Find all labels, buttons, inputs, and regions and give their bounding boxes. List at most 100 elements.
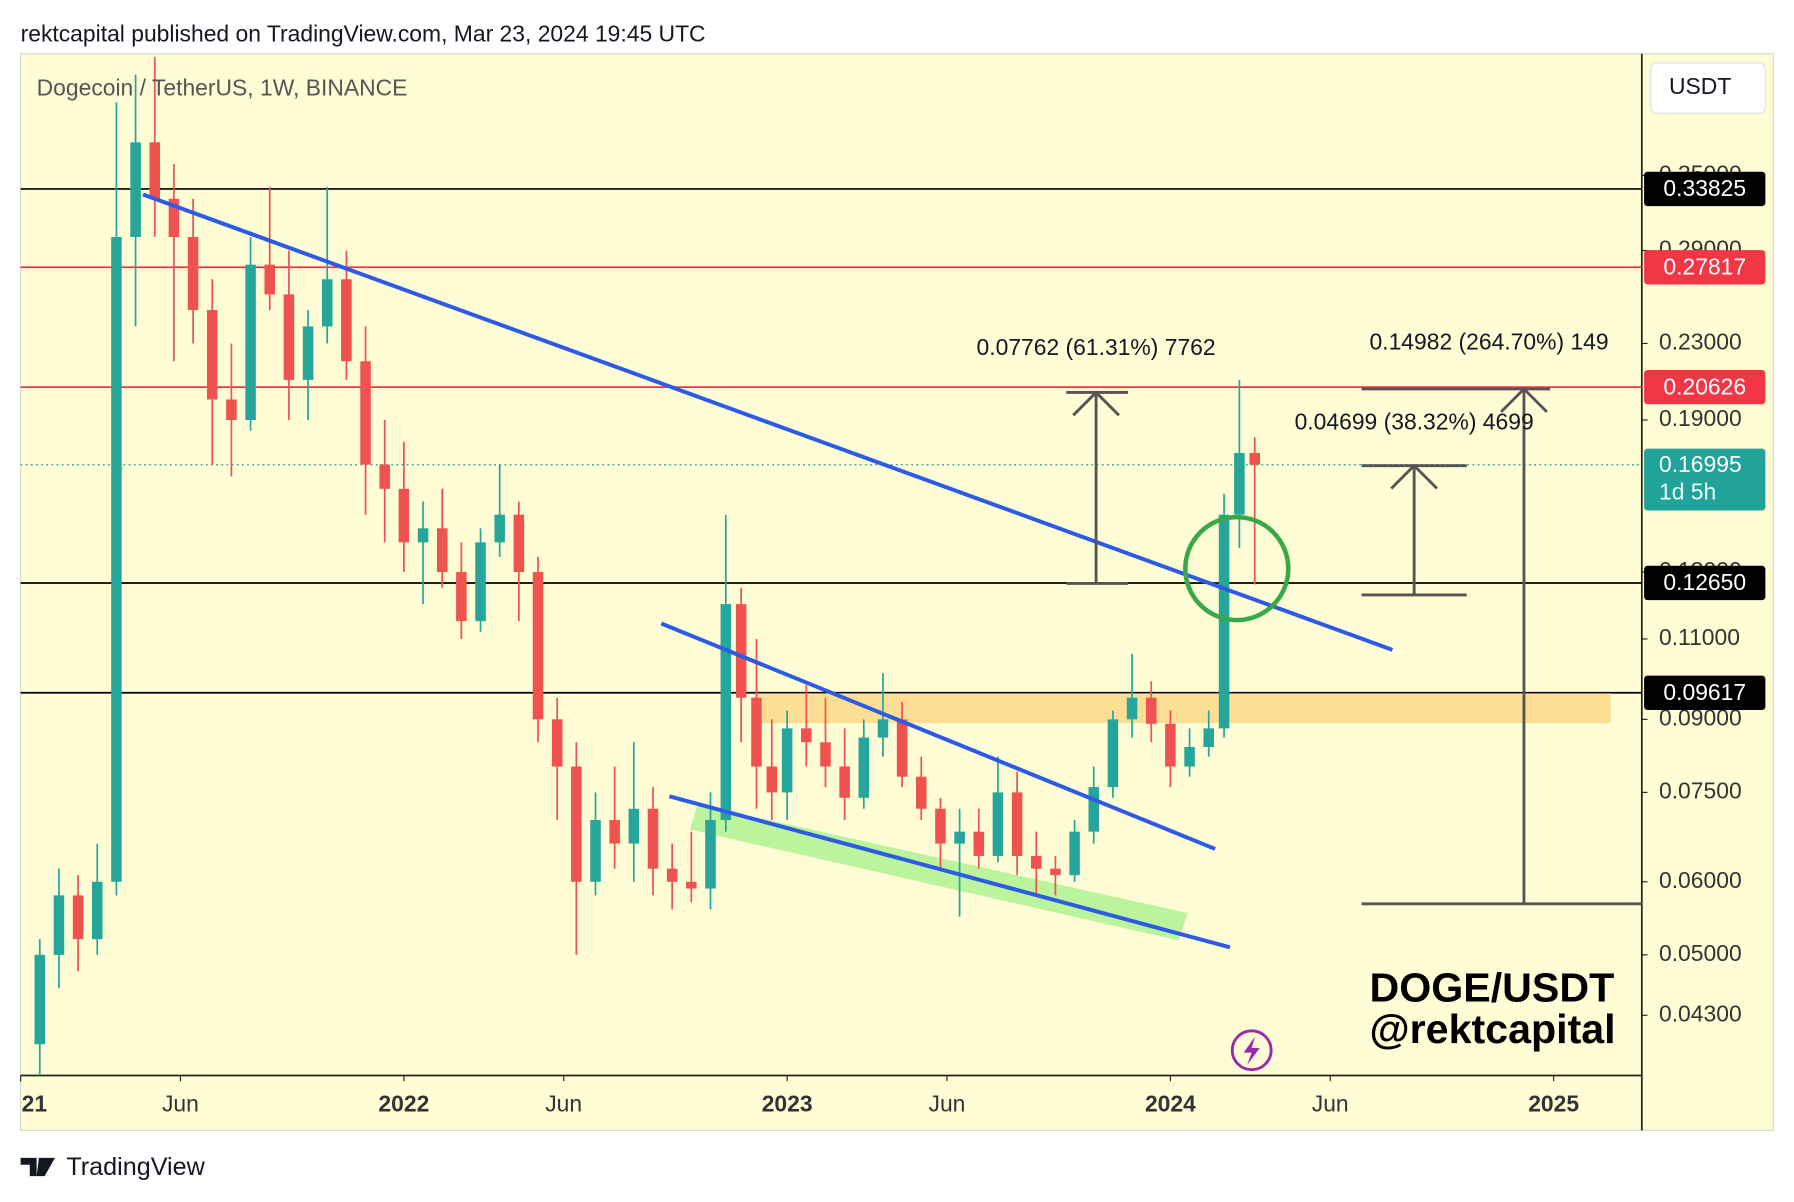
price-axis: 0.350000.290000.230000.190000.130000.110… xyxy=(1641,160,1742,1026)
candle-body xyxy=(206,310,218,400)
candle-body xyxy=(896,719,908,777)
candle-body xyxy=(954,831,965,844)
x-tick-label: Jun xyxy=(162,1090,199,1116)
last-price-label: 0.16995 xyxy=(1659,451,1742,477)
candle-body xyxy=(858,737,870,798)
highlight-circle xyxy=(1183,514,1291,623)
candle-body xyxy=(1050,868,1061,876)
candle-body xyxy=(590,820,601,882)
level-label: 0.27817 xyxy=(1663,253,1746,279)
watermark: DOGE/USDT xyxy=(1370,965,1615,1011)
level-label: 0.20626 xyxy=(1663,373,1746,399)
candle-body xyxy=(341,279,352,362)
chart-title: Dogecoin / TetherUS, 1W, BINANCE xyxy=(37,74,408,100)
y-tick-label: 0.05000 xyxy=(1659,940,1742,966)
y-tick-label: 0.11000 xyxy=(1659,624,1740,650)
candle-body xyxy=(72,895,84,940)
candle-body xyxy=(1107,719,1119,788)
measure-arrowhead xyxy=(1072,390,1120,417)
event-icon[interactable] xyxy=(1230,1029,1273,1072)
candle-body xyxy=(751,697,762,767)
level-label-box xyxy=(1644,675,1766,710)
candle-body xyxy=(1011,792,1023,856)
time-axis: 21 Jun 2022 Jun 2023 Jun 2024 Jun 2025 xyxy=(20,1075,1579,1116)
event-icon-bolt xyxy=(1243,1036,1260,1066)
header: rektcapital published on TradingView.com… xyxy=(21,21,706,47)
y-tick-label: 0.04300 xyxy=(1659,1000,1742,1026)
candle-body xyxy=(149,142,161,199)
plot-background xyxy=(20,53,1774,1131)
candle-body xyxy=(1203,728,1214,747)
measure-arrowhead xyxy=(1390,463,1439,490)
candle-body xyxy=(820,742,831,767)
candle-body xyxy=(839,766,850,798)
y-tick-label: 0.19000 xyxy=(1659,405,1742,431)
candle-body xyxy=(877,719,889,738)
candle-body xyxy=(264,264,276,295)
candle-body xyxy=(916,776,927,809)
candle-body xyxy=(532,572,544,720)
level-label: 0.33825 xyxy=(1663,175,1746,201)
candle-body xyxy=(91,881,103,940)
level-label-box xyxy=(1644,171,1766,207)
x-tick-label: Jun xyxy=(545,1090,582,1116)
x-tick-label: Jun xyxy=(1312,1090,1349,1116)
candle-body xyxy=(379,464,390,489)
x-tick-label: 2022 xyxy=(378,1090,429,1116)
candle-body xyxy=(436,528,448,573)
y-tick-label: 0.06000 xyxy=(1659,867,1742,893)
candle-body xyxy=(1218,514,1230,729)
candle-body xyxy=(494,514,505,543)
candle-body xyxy=(801,728,812,743)
candle-body xyxy=(686,881,697,889)
currency-button[interactable] xyxy=(1650,62,1766,114)
y-tick-label: 0.07500 xyxy=(1659,777,1742,803)
candle-body xyxy=(456,572,467,622)
candle-body xyxy=(720,604,732,821)
candle-body xyxy=(973,831,985,856)
x-tick-label: 2025 xyxy=(1528,1090,1579,1116)
candle-body xyxy=(935,808,946,844)
level-label: 0.09617 xyxy=(1663,679,1746,705)
candle-body xyxy=(475,542,486,622)
candle-body xyxy=(130,142,141,238)
trendline xyxy=(668,794,1231,950)
level-label: 0.12650 xyxy=(1663,569,1746,595)
candle-body xyxy=(1126,697,1138,720)
watermark: @rektcapital xyxy=(1370,1006,1616,1052)
candle-body xyxy=(705,820,716,889)
candle-body xyxy=(245,264,256,421)
candle-body xyxy=(609,820,620,844)
candle-body xyxy=(992,792,1004,856)
x-tick-label: 2024 xyxy=(1145,1090,1196,1116)
demand-band xyxy=(689,804,1188,941)
candle-body xyxy=(1030,855,1042,869)
candle-body xyxy=(1088,787,1100,832)
candle-body xyxy=(571,766,582,882)
candle-body xyxy=(283,294,295,380)
candle-body xyxy=(1234,452,1245,515)
candles xyxy=(34,57,1260,1076)
candle-body xyxy=(1184,746,1195,767)
level-labels: 0.33825 0.27817 0.20626 0.12650 0.09617 0.169… xyxy=(1644,171,1766,710)
candle-body xyxy=(302,326,314,380)
candle-body xyxy=(168,198,180,238)
candle-body xyxy=(417,528,429,543)
candle-body xyxy=(398,488,410,543)
last-price-box xyxy=(1644,448,1766,511)
candle-body xyxy=(1145,697,1157,724)
candle-body xyxy=(111,237,122,882)
candle-body xyxy=(781,728,793,793)
trendline xyxy=(660,621,1216,851)
countdown-label: 1d 5h xyxy=(1659,478,1716,504)
candle-body xyxy=(766,766,778,793)
level-label-box xyxy=(1644,369,1766,405)
candle-body xyxy=(321,279,333,327)
candle-body xyxy=(226,399,237,421)
brand: TradingView xyxy=(66,1153,205,1181)
level-label-box xyxy=(1644,250,1766,285)
candle-body xyxy=(187,237,199,311)
candle-body xyxy=(551,719,563,767)
candle-body xyxy=(647,808,659,869)
